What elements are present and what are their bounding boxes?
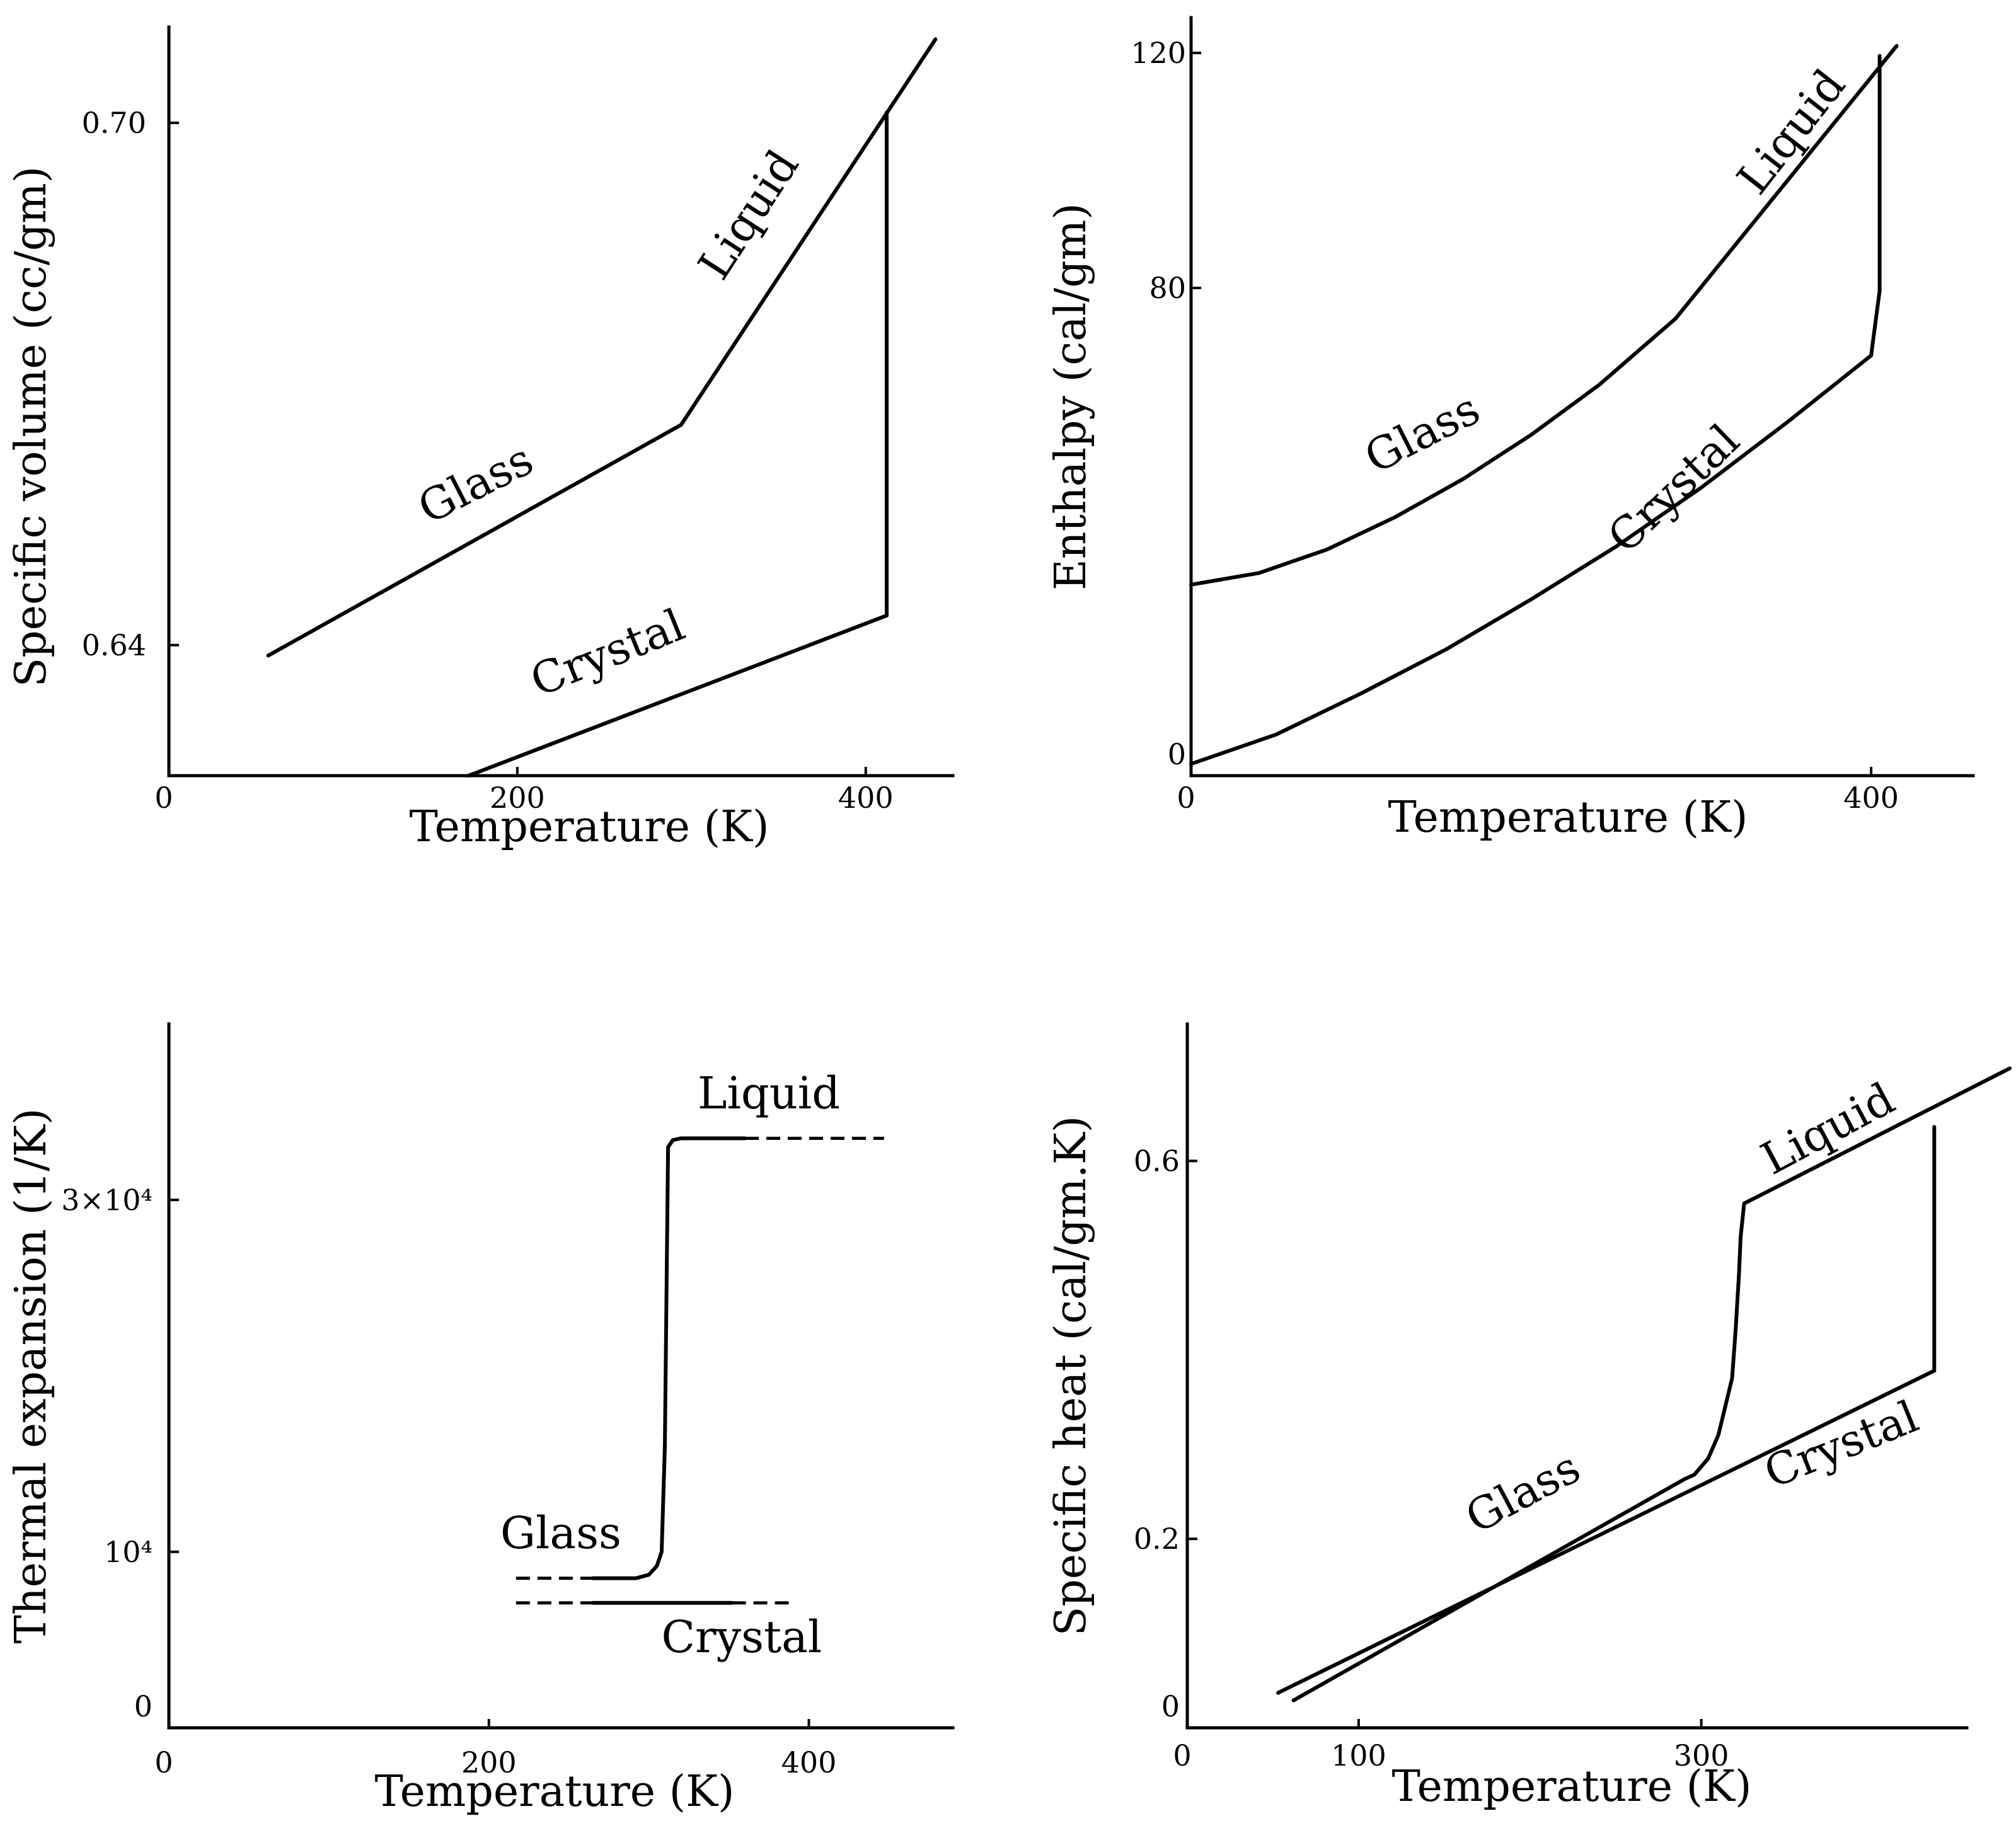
- y-tick-label: 0.6: [1134, 1144, 1180, 1178]
- y-tick-label: 3×10⁴: [61, 1183, 153, 1217]
- y-axis-label: Thermal expansion (1/K): [6, 1108, 56, 1644]
- x-tick-label: 0: [154, 1745, 173, 1779]
- liquid-series-line: [1673, 43, 1899, 321]
- x-tick-label: 100: [1331, 1739, 1386, 1773]
- y-tick-label: 120: [1131, 36, 1186, 70]
- liquid-series-line: [666, 1136, 747, 1149]
- y-tick-label: 10⁴: [104, 1535, 153, 1569]
- liquid-curve-label: Liquid: [1727, 60, 1855, 204]
- crystal-curve-label: Crystal: [523, 599, 691, 706]
- glass-series-line: [1291, 1201, 1746, 1703]
- glass-curve-label: Glass: [1457, 1441, 1588, 1543]
- crystal-series-line: [1189, 353, 1874, 766]
- x-tick-label: 400: [838, 781, 894, 815]
- crystal-curve-label: Crystal: [1757, 1391, 1925, 1498]
- y-tick-label: 80: [1149, 271, 1186, 305]
- x-tick-label: 200: [461, 1745, 517, 1779]
- specific-volume-chart: 0 200 400 0.64 0.70 Temperature (K) Specific v…: [6, 25, 955, 852]
- thermal-expansion-chart: 0 200 400 0 10⁴ 3×10⁴ Temperature (K) Thermal e…: [6, 1022, 955, 1817]
- specific-heat-chart: 0 100 300 0 0.2 0.6 Temperature (K) Specific he…: [1046, 1022, 2012, 1812]
- y-tick-label: 0: [1161, 1689, 1180, 1723]
- y-tick-label: 0.70: [82, 106, 146, 140]
- liquid-curve-label: Liquid: [698, 1067, 840, 1119]
- glass-series-line: [266, 423, 683, 658]
- enthalpy-chart: 0 400 0 80 120 Temperature (K) Enthalpy (cal/g…: [1046, 16, 1975, 842]
- x-tick-label: 300: [1674, 1739, 1729, 1773]
- y-tick-label: 0.64: [82, 628, 146, 662]
- y-tick-label: 0.2: [1134, 1522, 1180, 1556]
- glass-curve-label: Glass: [410, 433, 541, 534]
- y-axis-label: Specific volume (cc/gm): [6, 166, 56, 687]
- liquid-curve-label: Liquid: [688, 141, 809, 289]
- y-axis-label: Specific heat (cal/gm.K): [1046, 1116, 1096, 1636]
- glass-series-line: [1189, 316, 1678, 587]
- x-tick-label: 400: [781, 1745, 837, 1779]
- x-axis-label: Temperature (K): [410, 802, 769, 852]
- x-tick-label: 400: [1843, 781, 1899, 815]
- x-axis-label: Temperature (K): [1392, 1762, 1752, 1812]
- liquid-series-line: [1742, 1066, 2012, 1205]
- y-axis-label: Enthalpy (cal/gm): [1046, 203, 1096, 590]
- crystal-series-line: [1276, 1369, 1937, 1695]
- crystal-curve-label: Crystal: [662, 1611, 822, 1663]
- glass-curve-label: Glass: [500, 1507, 621, 1559]
- glass-series-line: [590, 1145, 671, 1580]
- crystal-curve-label: Crystal: [1598, 414, 1749, 563]
- liquid-curve-label: Liquid: [1753, 1072, 1903, 1185]
- x-tick-label: 0: [154, 781, 173, 815]
- x-axis-label: Temperature (K): [375, 1767, 735, 1817]
- y-tick-label: 0: [1168, 737, 1186, 771]
- crystal-series-line: [466, 613, 889, 778]
- x-tick-label: 200: [490, 781, 545, 815]
- x-tick-label: 0: [1177, 781, 1195, 815]
- x-tick-label: 0: [1173, 1739, 1191, 1773]
- crystal-series-line: [1869, 289, 1882, 358]
- y-tick-label: 0: [134, 1689, 153, 1723]
- liquid-series-line: [679, 37, 938, 427]
- glass-curve-label: Glass: [1357, 382, 1488, 483]
- x-axis-label: Temperature (K): [1388, 793, 1748, 842]
